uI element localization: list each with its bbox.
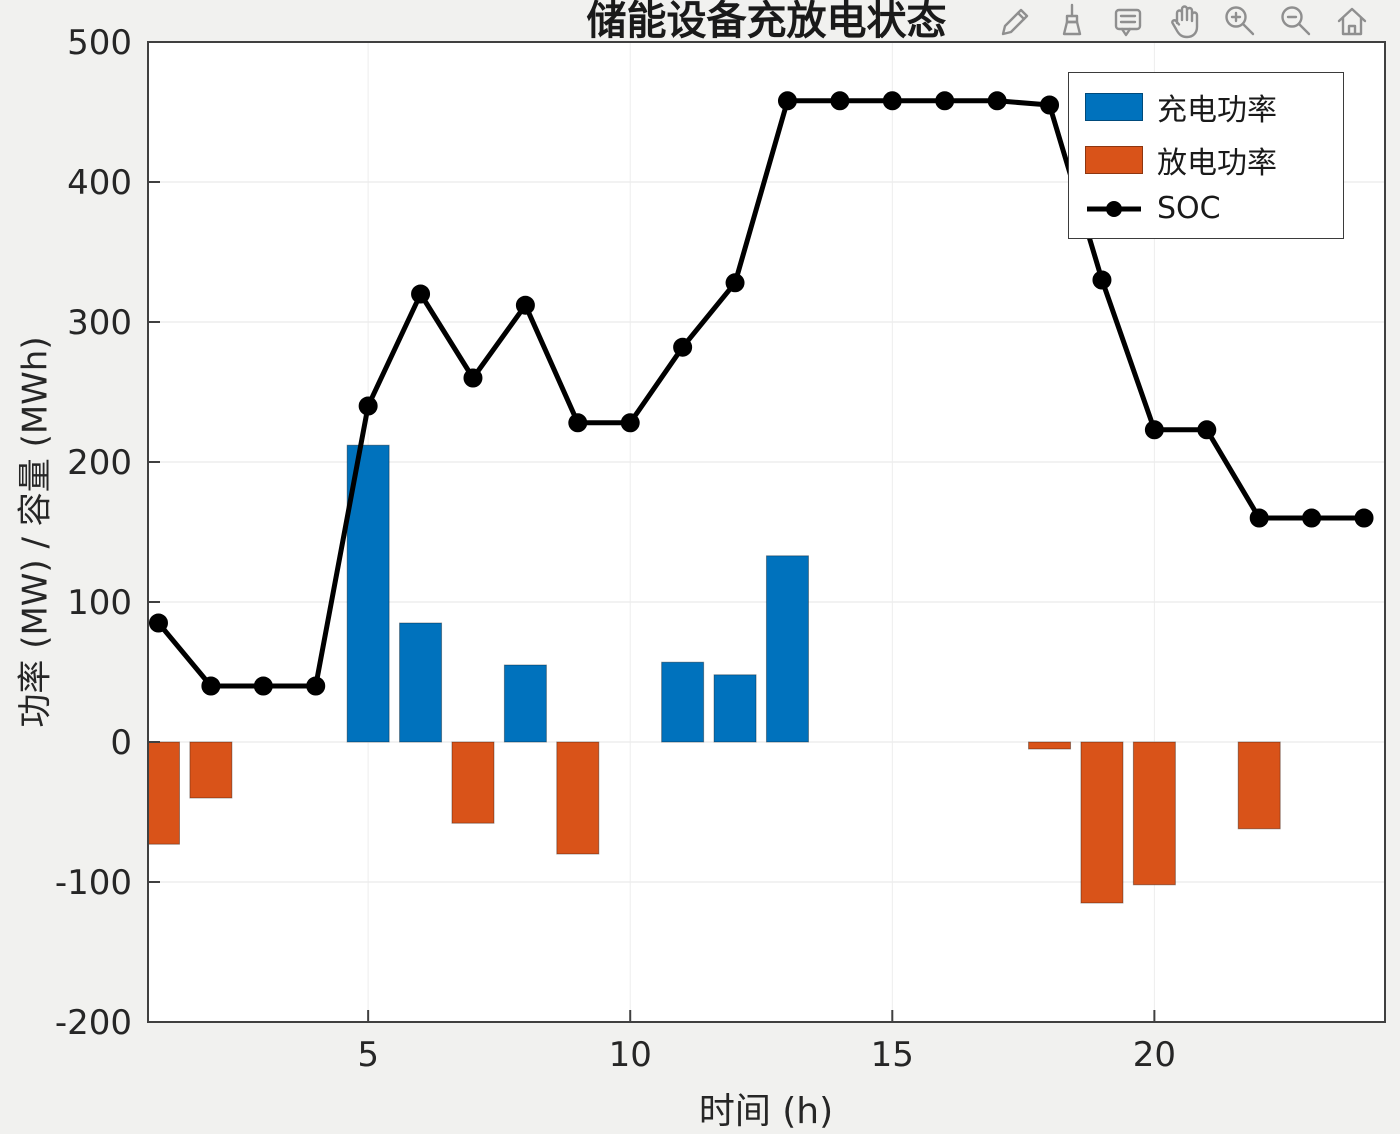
legend-label-charge: 充电功率: [1157, 93, 1277, 128]
svg-text:20: 20: [1133, 1035, 1176, 1075]
svg-text:200: 200: [67, 443, 132, 483]
edit-plot-icon[interactable]: [994, 0, 1038, 42]
datatips-icon[interactable]: [1106, 0, 1150, 42]
legend-item-discharge[interactable]: 放电功率: [1085, 138, 1327, 182]
brush-icon[interactable]: [1050, 0, 1094, 42]
legend-swatch-charge: [1085, 93, 1143, 121]
svg-text:5: 5: [357, 1035, 379, 1075]
x-axis-label: 时间 (h): [698, 1091, 834, 1132]
svg-text:10: 10: [609, 1035, 652, 1075]
svg-text:500: 500: [67, 23, 132, 63]
legend-line-soc: [1087, 200, 1141, 217]
svg-text:-200: -200: [55, 1003, 132, 1043]
legend-swatch-discharge: [1085, 146, 1143, 174]
legend[interactable]: 充电功率 放电功率 SOC: [1068, 72, 1344, 239]
svg-text:-100: -100: [55, 863, 132, 903]
axes-toolbar: [994, 0, 1374, 42]
svg-text:0: 0: [110, 723, 132, 763]
legend-item-soc[interactable]: SOC: [1085, 191, 1327, 226]
svg-text:400: 400: [67, 163, 132, 203]
pan-icon[interactable]: [1162, 0, 1206, 42]
chart-title: 储能设备充放电状态: [586, 0, 947, 44]
zoom-in-icon[interactable]: [1218, 0, 1262, 42]
svg-text:100: 100: [67, 583, 132, 623]
zoom-out-icon[interactable]: [1274, 0, 1318, 42]
svg-text:300: 300: [67, 303, 132, 343]
legend-item-charge[interactable]: 充电功率: [1085, 85, 1327, 129]
svg-text:15: 15: [871, 1035, 914, 1075]
home-icon[interactable]: [1330, 0, 1374, 42]
legend-label-discharge: 放电功率: [1157, 146, 1277, 181]
legend-label-soc: SOC: [1157, 191, 1221, 226]
y-axis-label: 功率 (MW) / 容量 (MWh): [15, 336, 56, 728]
